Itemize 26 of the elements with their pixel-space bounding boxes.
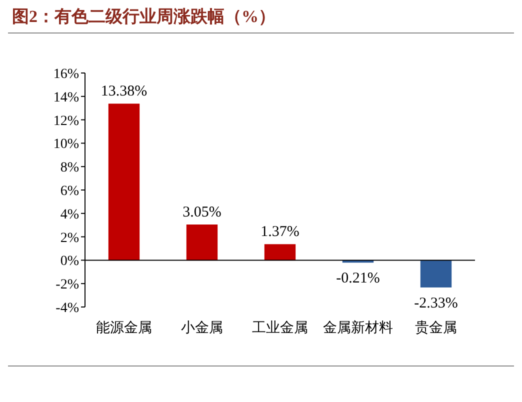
bar [108, 104, 140, 260]
x-tick-label: 贵金属 [415, 320, 457, 336]
y-tick-label: -2% [56, 278, 80, 293]
data-label: -0.21% [336, 270, 380, 287]
y-tick-label: 16% [53, 67, 80, 82]
data-label: 1.37% [260, 224, 300, 240]
y-tick-label: 6% [60, 184, 80, 199]
bar [264, 244, 296, 260]
x-tick-label: 能源金属 [96, 320, 152, 336]
y-tick-label: 10% [53, 137, 80, 152]
y-tick-label: 0% [60, 254, 80, 270]
data-label: 3.05% [182, 204, 222, 221]
chart-title: 图2：有色二级行业周涨跌幅（%） [12, 7, 276, 26]
bar [186, 224, 218, 260]
data-label: 13.38% [100, 84, 148, 100]
x-tick-label: 金属新材料 [323, 320, 393, 336]
x-tick-label: 工业金属 [252, 320, 308, 336]
y-tick-label: 2% [60, 230, 80, 246]
bar [420, 260, 452, 288]
y-tick-label: 14% [53, 90, 80, 106]
y-tick-label: 12% [53, 114, 80, 129]
y-tick-label: -4% [56, 301, 80, 316]
y-tick-label: 8% [60, 160, 80, 176]
data-label: -2.33% [414, 295, 458, 312]
y-tick-label: 4% [60, 207, 80, 222]
x-tick-label: 小金属 [181, 320, 223, 336]
